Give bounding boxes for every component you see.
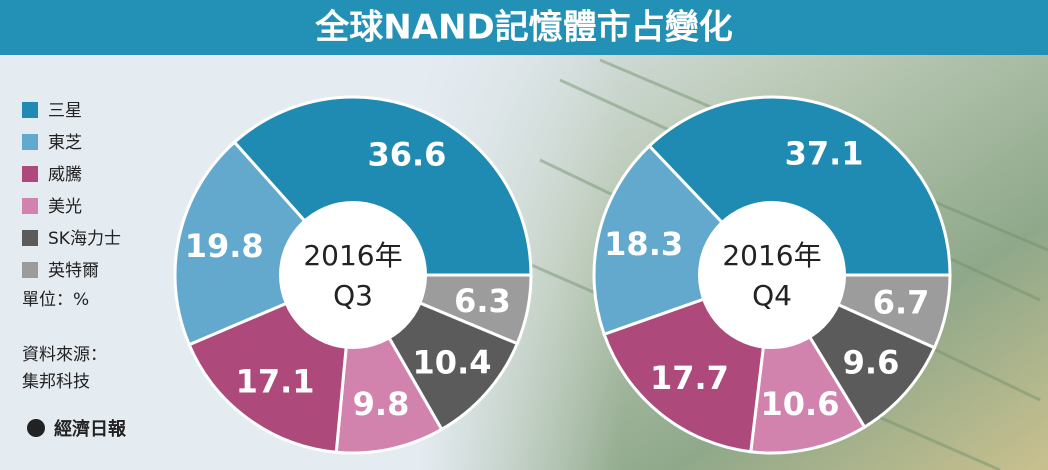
data-label: 17.7: [650, 359, 729, 397]
legend-swatch: [22, 134, 38, 150]
data-label: 6.7: [873, 284, 930, 322]
legend-label: 威騰: [48, 165, 82, 185]
legend-swatch: [22, 102, 38, 118]
source-note: 資料來源：: [22, 345, 107, 365]
legend-label: 東芝: [48, 133, 82, 153]
data-label: 37.1: [785, 135, 864, 173]
data-label: 10.6: [761, 385, 840, 423]
title: 全球NAND記憶體市占變化: [314, 8, 732, 48]
data-label: 36.6: [367, 136, 446, 174]
donut-hole: [698, 201, 846, 349]
pie-slice: [232, 95, 533, 277]
legend-swatch: [22, 230, 38, 246]
title-bar: [0, 0, 1048, 55]
legend-swatch: [22, 166, 38, 182]
data-label: 18.3: [604, 225, 683, 263]
data-label: 19.8: [185, 227, 264, 265]
data-label: 9.6: [843, 343, 900, 381]
legend-label: 三星: [48, 101, 82, 121]
center-label: 2016年: [722, 239, 821, 272]
center-label: 2016年: [303, 239, 402, 272]
donut-hole: [279, 201, 427, 349]
data-label: 17.1: [236, 363, 315, 401]
legend-swatch: [22, 198, 38, 214]
legend-swatch: [22, 262, 38, 278]
legend-label: 英特爾: [48, 261, 99, 281]
source-note: 集邦科技: [22, 372, 90, 392]
center-label: Q3: [333, 279, 373, 312]
data-label: 6.3: [454, 282, 511, 320]
unit-note: 單位：%: [22, 290, 89, 310]
brand-logo: [27, 419, 45, 437]
pie-slice: [647, 95, 952, 277]
data-label: 10.4: [413, 343, 492, 381]
center-label: Q4: [752, 279, 792, 312]
pie-slice: [173, 140, 356, 347]
brand: 經濟日報: [54, 418, 127, 440]
legend-label: 美光: [48, 197, 82, 217]
legend-label: SK海力士: [48, 229, 121, 249]
data-label: 9.8: [353, 385, 410, 423]
